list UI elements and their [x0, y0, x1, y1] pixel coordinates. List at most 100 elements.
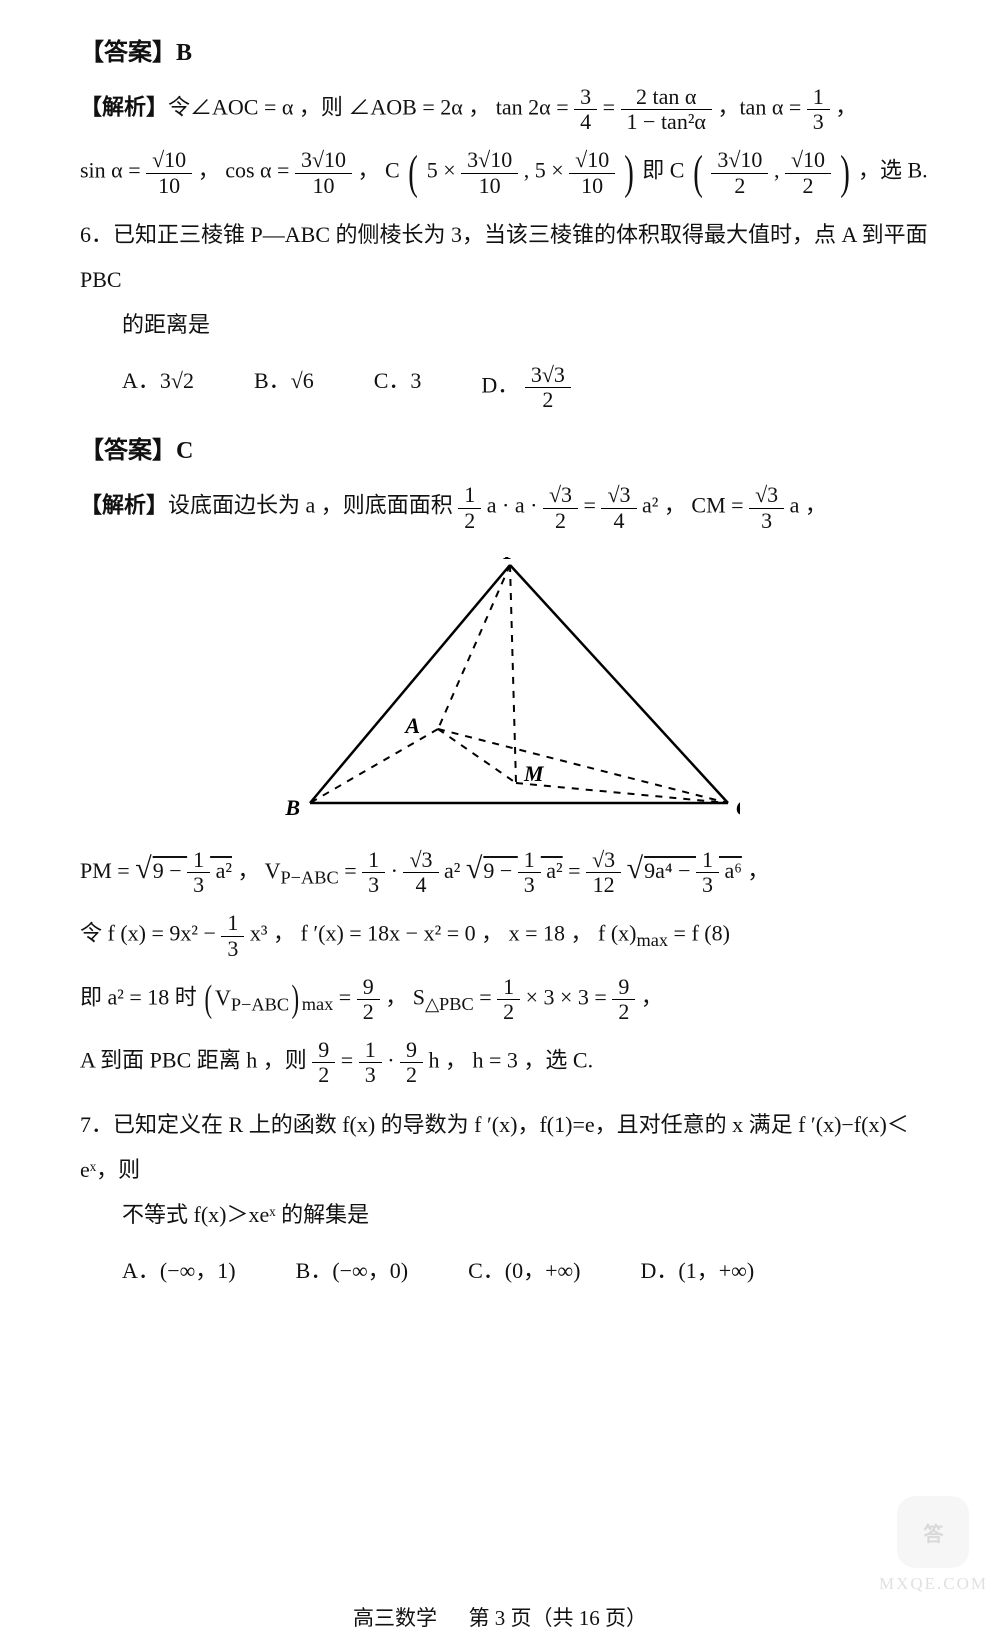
eq: = — [603, 95, 615, 120]
answer-value: B — [176, 40, 192, 66]
frac-9-2d: 9 2 — [400, 1038, 423, 1087]
frac-s10-10b: √10 10 — [569, 148, 615, 197]
paren-right-icon: ) — [624, 149, 634, 197]
frac-s3-4: √3 4 — [601, 483, 636, 532]
cx-pref: 5 × — [427, 158, 456, 183]
h: h ， h = 3 ，选 C. — [429, 1048, 594, 1073]
page-footer: 高三数学 第 3 页（共 16 页） — [0, 1602, 1000, 1632]
answer-6: 【答案】C — [80, 430, 940, 465]
tetrahedron-figure: P A B C M — [80, 557, 940, 822]
eq: = — [341, 1048, 353, 1073]
root-pm2: 9 − 1 3 a² — [482, 858, 562, 883]
explain-label: 【解析】 — [80, 95, 168, 120]
label-B: B — [284, 795, 300, 817]
explain-5-line1: 【解析】令∠AOC = α ，则 ∠AOB = 2α ， tan 2α = 3 … — [80, 85, 940, 134]
answer-label: 【答案】 — [80, 438, 176, 464]
frac-3s3-2: 3√3 2 — [525, 363, 571, 412]
frac-s3-2: √3 2 — [543, 483, 578, 532]
label-C: C — [736, 795, 740, 817]
option-B: B．(−∞，0) — [296, 1253, 408, 1285]
frac-9-2c: 9 2 — [312, 1038, 335, 1087]
footer-page: 第 3 页（共 16 页） — [469, 1606, 648, 1630]
q-stem-l1: 已知正三棱锥 P—ABC 的侧棱长为 3，当该三棱锥的体积取得最大值时，点 A … — [80, 222, 928, 292]
q-stem-l1: 已知定义在 R 上的函数 f(x) 的导数为 f ′(x)，f(1)=e，且对任… — [80, 1112, 909, 1182]
watermark-icon: 答 — [897, 1496, 969, 1568]
cy-pref: 5 × — [535, 158, 564, 183]
tail: ， — [641, 985, 663, 1010]
q6-options: A．3√2 B．√6 C．3 D． 3√3 2 — [122, 363, 940, 412]
explain-5-line2: sin α = √10 10 ， cos α = 3√10 10 ， C ( 5… — [80, 148, 940, 197]
sina: sin α = — [80, 158, 141, 183]
label-A: A — [403, 713, 420, 738]
option-B: B．√6 — [254, 363, 314, 412]
PM: PM = — [80, 858, 130, 883]
frac-9-2: 9 2 — [357, 975, 380, 1024]
text: a · a · — [487, 493, 538, 518]
answer-value: C — [176, 438, 193, 464]
frac-s3-4b: √3 4 — [403, 848, 438, 897]
tetrahedron-svg: P A B C M — [280, 557, 740, 817]
frac-1-3d: 1 3 — [359, 1038, 382, 1087]
watermark-text: MXQE.COM — [879, 1574, 988, 1594]
option-A: A．(−∞，1) — [122, 1253, 236, 1285]
paren-right-icon: ) — [840, 149, 850, 197]
eq: = — [568, 858, 580, 883]
sep: , — [524, 158, 535, 183]
explain-label: 【解析】 — [80, 493, 168, 518]
q-stem-l2: 不等式 f(x)＞xeˣ 的解集是 — [80, 1192, 940, 1237]
S-sub: △PBC — [425, 994, 474, 1014]
cm: ， CM = — [664, 493, 744, 518]
frac-3s10-10b: 3√10 10 — [461, 148, 518, 197]
label-P: P — [502, 557, 517, 564]
text: 令∠AOC = α ，则 ∠AOB = 2α ， — [168, 95, 490, 120]
frac-1-2: 1 2 — [458, 483, 481, 532]
max-sub: max — [636, 931, 668, 951]
footer-left: 高三数学 — [353, 1606, 437, 1630]
tail: ，选 B. — [858, 158, 928, 183]
q7-options: A．(−∞，1) B．(−∞，0) C．(0，+∞) D．(1，+∞) — [122, 1253, 940, 1285]
question-6: 6．已知正三棱锥 P—ABC 的侧棱长为 3，当该三棱锥的体积取得最大值时，点 … — [80, 212, 940, 347]
ie: 即 C — [642, 158, 684, 183]
a-tail: a ， — [790, 493, 827, 518]
S: ， S — [385, 985, 425, 1010]
label-M: M — [523, 761, 545, 786]
question-7: 7．已知定义在 R 上的函数 f(x) 的导数为 f ′(x)，f(1)=e，且… — [80, 1102, 940, 1237]
paren-left-icon: ( — [408, 149, 418, 197]
text: 设底面边长为 a ，则底面面积 — [168, 493, 453, 518]
asq: a² — [642, 493, 658, 518]
frac-1-3: 1 3 — [362, 848, 385, 897]
root-icon: √ — [135, 852, 151, 885]
C-open: ， C — [358, 158, 400, 183]
eq: = — [479, 985, 491, 1010]
option-A: A．3√2 — [122, 363, 194, 412]
frac-1-3: 1 3 — [807, 85, 830, 134]
frac-1-2b: 1 2 — [497, 975, 520, 1024]
dot: · — [387, 1048, 394, 1073]
option-D: D． 3√3 2 — [481, 363, 570, 412]
eq: = — [584, 493, 596, 518]
sep: , — [774, 158, 785, 183]
paren-left-icon: ( — [693, 149, 703, 197]
frac-s10-2: √10 2 — [785, 148, 831, 197]
root-icon: √ — [627, 852, 643, 885]
option-C: C．3 — [374, 363, 422, 412]
explain-6-line5: A 到面 PBC 距离 h ，则 9 2 = 1 3 · 9 2 h ， h =… — [80, 1038, 940, 1087]
q-number: 6． — [80, 222, 113, 247]
text: 令 f (x) = 9x² − — [80, 921, 216, 946]
frac-s10-10: √10 10 — [146, 148, 192, 197]
answer-label: 【答案】 — [80, 40, 176, 66]
q-stem-l2: 的距离是 — [80, 302, 940, 347]
text: x³ ， f ′(x) = 18x − x² = 0 ， x = 18 ， f … — [250, 921, 637, 946]
frac-s3-3: √3 3 — [749, 483, 784, 532]
text: = f (8) — [674, 921, 730, 946]
frac-3-4: 3 4 — [574, 85, 597, 134]
text: × 3 × 3 = — [526, 985, 607, 1010]
text: ， — [835, 95, 857, 120]
paren-right-icon: ) — [292, 980, 300, 1018]
Vp: VP−ABC — [215, 985, 289, 1010]
frac-9-2b: 9 2 — [612, 975, 635, 1024]
frac-s3-12: √3 12 — [586, 848, 621, 897]
root-big: 9a⁴ − 1 3 a⁶ — [643, 858, 742, 883]
eq: = — [339, 985, 351, 1010]
root-pm: 9 − 1 3 a² — [152, 858, 232, 883]
